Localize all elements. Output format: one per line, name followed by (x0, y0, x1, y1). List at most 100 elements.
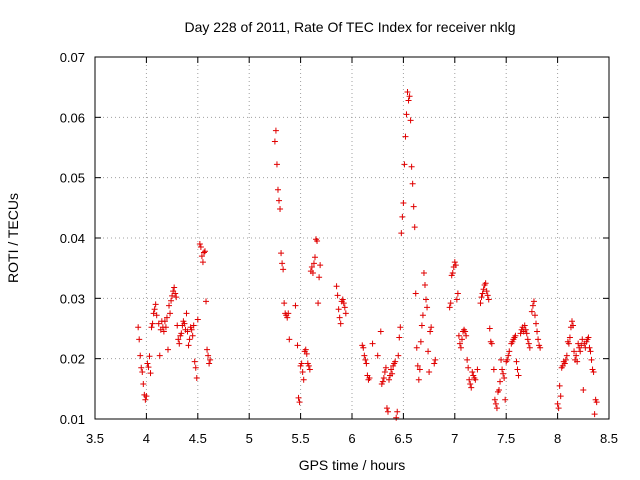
data-point (514, 366, 521, 373)
x-tick-label: 8.5 (600, 431, 618, 446)
data-point (198, 253, 205, 260)
data-point (453, 296, 460, 303)
y-tick-label: 0.01 (60, 412, 85, 427)
data-point (369, 340, 376, 347)
data-point (580, 387, 587, 394)
y-tick-label: 0.02 (60, 352, 85, 367)
data-point (207, 356, 214, 363)
data-point (403, 111, 410, 118)
data-point (413, 344, 420, 351)
data-point (531, 312, 538, 319)
data-point (464, 356, 471, 363)
data-point (525, 340, 532, 347)
data-point (162, 324, 169, 331)
data-point (379, 378, 386, 385)
data-point (418, 322, 425, 329)
data-point (423, 296, 430, 303)
data-point (478, 294, 485, 301)
data-point (142, 396, 149, 403)
data-point (271, 138, 278, 145)
data-point (274, 186, 281, 193)
data-point (586, 344, 593, 351)
data-point (190, 322, 197, 329)
data-point (152, 301, 159, 308)
data-point (163, 314, 170, 321)
data-point (302, 346, 309, 353)
data-point (428, 324, 435, 331)
data-point (482, 280, 489, 287)
data-point (153, 312, 160, 319)
data-point (506, 348, 513, 355)
data-point (197, 244, 204, 251)
data-point (409, 180, 416, 187)
data-point (579, 336, 586, 343)
data-point (395, 352, 402, 359)
data-point (340, 300, 347, 307)
data-point (421, 282, 428, 289)
data-point (458, 336, 465, 343)
data-point (362, 356, 369, 363)
data-point (463, 332, 470, 339)
data-point (135, 324, 142, 331)
data-point (168, 297, 175, 304)
data-point (399, 213, 406, 220)
data-point (574, 358, 581, 365)
data-point (420, 269, 427, 276)
data-point (342, 310, 349, 317)
data-point (147, 370, 154, 377)
y-tick-label: 0.05 (60, 171, 85, 186)
data-point (484, 292, 491, 299)
data-point (184, 328, 191, 335)
chart-title: Day 228 of 2011, Rate Of TEC Index for r… (185, 19, 516, 35)
data-points (135, 88, 600, 421)
data-point (279, 260, 286, 267)
data-point (515, 372, 522, 379)
data-point (272, 127, 279, 134)
data-point (419, 312, 426, 319)
data-point (172, 290, 179, 297)
data-point (446, 304, 453, 311)
x-tick-label: 6.5 (394, 431, 412, 446)
data-point (407, 117, 414, 124)
y-axis-label: ROTI / TECUs (5, 193, 21, 283)
data-point (554, 400, 561, 407)
data-point (192, 364, 199, 371)
data-point (299, 368, 306, 375)
data-point (404, 88, 411, 95)
data-point (285, 310, 292, 317)
data-point (294, 342, 301, 349)
x-tick-label: 7 (451, 431, 458, 446)
data-point (382, 364, 389, 371)
data-point (488, 340, 495, 347)
data-point (524, 336, 531, 343)
data-point (522, 326, 529, 333)
data-point (417, 338, 424, 345)
x-tick-label: 6 (348, 431, 355, 446)
data-point (336, 314, 343, 321)
data-point (392, 358, 399, 365)
plot-frame (94, 56, 610, 420)
x-tick-labels: 3.5 4 4.5 5 5.5 6 6.5 7 7.5 8 8.5 (86, 431, 618, 446)
data-point (149, 320, 156, 327)
data-point (472, 376, 479, 383)
data-point (497, 378, 504, 385)
data-point (593, 399, 600, 406)
data-point (529, 302, 536, 309)
data-point (145, 364, 152, 371)
data-point (186, 336, 193, 343)
data-point (360, 344, 367, 351)
data-point (405, 97, 412, 104)
y-tick-label: 0.06 (60, 110, 85, 125)
data-point (206, 360, 213, 367)
data-point (335, 306, 342, 313)
data-point (401, 161, 408, 168)
x-tick-label: 4.5 (189, 431, 207, 446)
data-point (406, 93, 413, 100)
data-point (143, 393, 150, 400)
data-point (466, 376, 473, 383)
y-tick-label: 0.03 (60, 291, 85, 306)
data-point (311, 254, 318, 261)
data-point (156, 352, 163, 359)
data-point (136, 336, 143, 343)
